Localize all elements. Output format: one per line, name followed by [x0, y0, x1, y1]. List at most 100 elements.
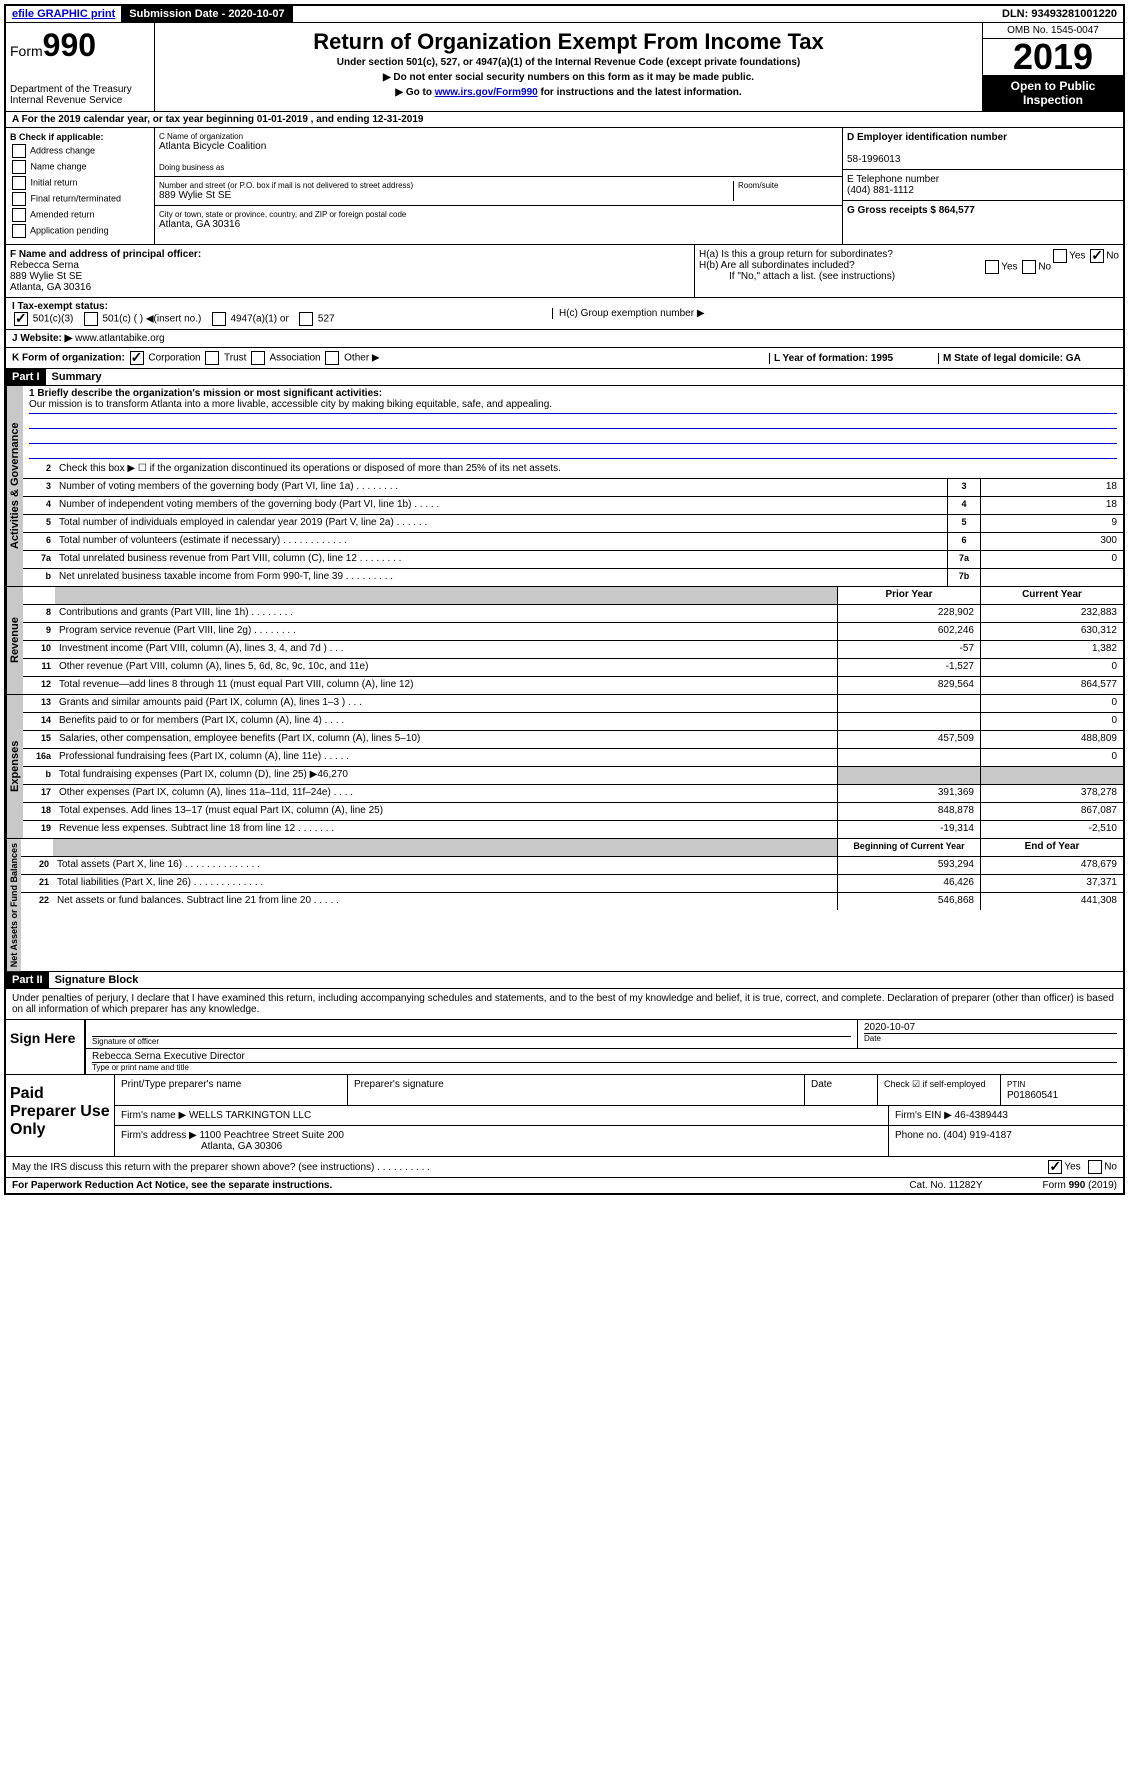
dba-label: Doing business as: [159, 163, 838, 172]
check-corp[interactable]: [130, 351, 144, 365]
check-other[interactable]: [325, 351, 339, 365]
officer-addr2: Atlanta, GA 30316: [10, 282, 91, 293]
officer-addr1: 889 Wylie St SE: [10, 271, 82, 282]
net-row-22: 22Net assets or fund balances. Subtract …: [21, 893, 1123, 910]
preparer-block: Paid Preparer Use Only Print/Type prepar…: [6, 1075, 1123, 1157]
ein-value: 58-1996013: [847, 154, 900, 165]
part1-header: Part I Summary: [6, 369, 1123, 386]
firm-addr1: 1100 Peachtree Street Suite 200: [200, 1130, 344, 1141]
part1-label: Part I: [6, 369, 46, 385]
firm-addr2: Atlanta, GA 30306: [121, 1141, 282, 1152]
check-501c3[interactable]: [14, 312, 28, 326]
check-name[interactable]: Name change: [10, 160, 150, 174]
footer-right: Form 990 (2019): [1043, 1180, 1117, 1191]
period-text: A For the 2019 calendar year, or tax yea…: [12, 114, 423, 125]
gov-row-4: 4Number of independent voting members of…: [23, 497, 1123, 515]
check-assoc[interactable]: [251, 351, 265, 365]
header-mid: Return of Organization Exempt From Incom…: [155, 23, 982, 111]
firm-name-label: Firm's name ▶: [121, 1110, 186, 1121]
discuss-text: May the IRS discuss this return with the…: [12, 1162, 430, 1173]
part2-title: Signature Block: [49, 972, 145, 988]
row-k: K Form of organization: Corporation Trus…: [6, 348, 1123, 369]
year-formation: L Year of formation: 1995: [774, 353, 893, 364]
check-initial[interactable]: Initial return: [10, 176, 150, 190]
current-year-header: Current Year: [980, 587, 1123, 604]
ha-label: H(a) Is this a group return for subordin…: [699, 249, 893, 260]
tax-year: 2019: [983, 39, 1123, 75]
box-c: C Name of organization Atlanta Bicycle C…: [155, 128, 842, 244]
addr-label: Number and street (or P.O. box if mail i…: [159, 181, 733, 190]
preparer-label: Paid Preparer Use Only: [6, 1075, 114, 1156]
room-label: Room/suite: [738, 181, 838, 190]
box-b: B Check if applicable: Address change Na…: [6, 128, 155, 244]
prep-date-header: Date: [805, 1075, 878, 1105]
hb-note: If "No," attach a list. (see instruction…: [699, 271, 1119, 282]
sign-here-block: Sign Here Signature of officer 2020-10-0…: [6, 1020, 1123, 1075]
check-amended[interactable]: Amended return: [10, 208, 150, 222]
firm-ein: 46-4389443: [955, 1110, 1008, 1121]
exp-row-19: 19Revenue less expenses. Subtract line 1…: [23, 821, 1123, 838]
part2-label: Part II: [6, 972, 49, 988]
net-row-20: 20Total assets (Part X, line 16) . . . .…: [21, 857, 1123, 875]
website-label: J Website: ▶: [12, 333, 72, 344]
firm-phone: (404) 919-4187: [943, 1130, 1011, 1141]
box-f: F Name and address of principal officer:…: [6, 245, 695, 297]
officer-name-title: Rebecca Serna Executive Director: [92, 1051, 1117, 1062]
mission-text: Our mission is to transform Atlanta into…: [29, 399, 1117, 414]
expenses-vert-label: Expenses: [6, 695, 23, 838]
net-row-21: 21Total liabilities (Part X, line 26) . …: [21, 875, 1123, 893]
dept-irs: Internal Revenue Service: [10, 95, 150, 106]
discuss-yes[interactable]: [1048, 1160, 1062, 1174]
sig-date-label: Date: [864, 1033, 1117, 1043]
gross-receipts: G Gross receipts $ 864,577: [847, 205, 975, 216]
header-right: OMB No. 1545-0047 2019 Open to Public In…: [982, 23, 1123, 111]
exp-row-15: 15Salaries, other compensation, employee…: [23, 731, 1123, 749]
officer-label: F Name and address of principal officer:: [10, 249, 201, 260]
prior-year-header: Prior Year: [837, 587, 980, 604]
exp-row-16a: 16aProfessional fundraising fees (Part I…: [23, 749, 1123, 767]
header: Form990 Department of the Treasury Inter…: [6, 23, 1123, 112]
phone-value: (404) 881-1112: [847, 185, 914, 196]
rev-row-8: 8Contributions and grants (Part VIII, li…: [23, 605, 1123, 623]
governance-section: Activities & Governance 1 Briefly descri…: [6, 386, 1123, 587]
part1-title: Summary: [46, 369, 108, 385]
firm-addr-label: Firm's address ▶: [121, 1130, 197, 1141]
irs-link[interactable]: www.irs.gov/Form990: [435, 87, 538, 98]
hb-label: H(b) Are all subordinates included?: [699, 260, 855, 271]
note-link: ▶ Go to www.irs.gov/Form990 for instruct…: [159, 87, 978, 98]
check-pending[interactable]: Application pending: [10, 224, 150, 238]
mission-label: 1 Briefly describe the organization's mi…: [29, 388, 382, 399]
header-left: Form990 Department of the Treasury Inter…: [6, 23, 155, 111]
netassets-section: Net Assets or Fund Balances Beginning of…: [6, 839, 1123, 972]
exp-row-13: 13Grants and similar amounts paid (Part …: [23, 695, 1123, 713]
prep-self-emp: Check ☑ if self-employed: [878, 1075, 1001, 1105]
firm-ein-label: Firm's EIN ▶: [895, 1110, 952, 1121]
row-i: I Tax-exempt status: 501(c)(3) 501(c) ( …: [6, 298, 1123, 330]
website-url: www.atlantabike.org: [75, 333, 165, 344]
phone-label: E Telephone number: [847, 174, 939, 185]
submission-date: Submission Date - 2020-10-07: [121, 6, 292, 22]
revenue-vert-label: Revenue: [6, 587, 23, 694]
footer-left: For Paperwork Reduction Act Notice, see …: [12, 1180, 332, 1191]
ein-label: D Employer identification number: [847, 132, 1007, 143]
state-domicile: M State of legal domicile: GA: [943, 353, 1081, 364]
gov-row-5: 5Total number of individuals employed in…: [23, 515, 1123, 533]
revenue-section: Revenue Prior Year Current Year 8Contrib…: [6, 587, 1123, 695]
check-trust[interactable]: [205, 351, 219, 365]
row-a-period: A For the 2019 calendar year, or tax yea…: [6, 112, 1123, 128]
officer-name-label: Type or print name and title: [92, 1062, 1117, 1072]
check-4947[interactable]: [212, 312, 226, 326]
check-501c[interactable]: [84, 312, 98, 326]
discuss-no[interactable]: [1088, 1160, 1102, 1174]
top-bar: efile GRAPHIC print Submission Date - 20…: [6, 6, 1123, 23]
city-label: City or town, state or province, country…: [159, 210, 838, 219]
check-address[interactable]: Address change: [10, 144, 150, 158]
efile-link[interactable]: efile GRAPHIC print: [6, 6, 121, 22]
footer: For Paperwork Reduction Act Notice, see …: [6, 1178, 1123, 1193]
street-address: 889 Wylie St SE: [159, 190, 733, 201]
expenses-section: Expenses 13Grants and similar amounts pa…: [6, 695, 1123, 839]
end-year-header: End of Year: [980, 839, 1123, 856]
check-527[interactable]: [299, 312, 313, 326]
mission-blank3: [29, 444, 1117, 459]
check-final[interactable]: Final return/terminated: [10, 192, 150, 206]
